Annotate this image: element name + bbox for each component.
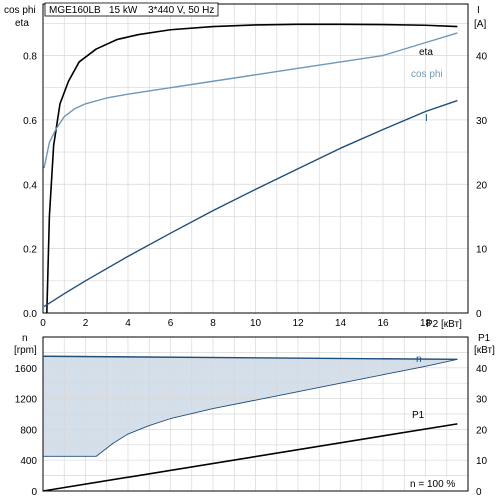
top-right-tick-label: 30 bbox=[476, 116, 488, 127]
top-right-tick-label: 20 bbox=[476, 180, 488, 191]
top-right-tick-label: 10 bbox=[476, 245, 488, 256]
top-tick-labels: 0.0 0.2 0.4 0.6 0.8 0 10 20 30 40 0 2 4 6 8 10 12 14 16 18 bbox=[23, 52, 487, 330]
top-right-axis-label-i: I bbox=[477, 5, 480, 16]
bottom-left-tick-label: 0 bbox=[31, 487, 37, 498]
bottom-plot-frame bbox=[42, 336, 469, 492]
top-right-axis-label-unit: [A] bbox=[474, 19, 486, 30]
top-right-tick-label: 40 bbox=[476, 52, 488, 63]
top-x-tick-label: 10 bbox=[250, 318, 262, 329]
bottom-gridlines bbox=[43, 337, 468, 491]
series-label-i: I bbox=[425, 113, 428, 124]
bottom-right-tick-label: 20 bbox=[476, 425, 488, 436]
bottom-tick-labels: 0 400 800 1200 1600 0 10 20 30 40 bbox=[15, 364, 488, 498]
bottom-left-axis-label-unit: [rpm] bbox=[14, 345, 37, 356]
series-label-n: n bbox=[416, 354, 422, 365]
series-label-eta: eta bbox=[419, 47, 433, 58]
bottom-right-axis-label-unit: [кВт] bbox=[474, 345, 495, 356]
bottom-right-tick-label: 10 bbox=[476, 456, 488, 467]
top-x-tick-label: 12 bbox=[292, 318, 304, 329]
footer-note: n = 100 % bbox=[410, 479, 455, 490]
bottom-left-axis-label-n: n bbox=[22, 333, 28, 344]
bottom-series-line-min-speed bbox=[43, 358, 458, 457]
bottom-left-tick-label: 1600 bbox=[15, 364, 38, 375]
bottom-series-line-p1 bbox=[42, 423, 458, 492]
top-x-tick-label: 16 bbox=[377, 318, 389, 329]
bottom-left-tick-label: 1200 bbox=[15, 395, 38, 406]
top-x-tick-label: 8 bbox=[210, 318, 216, 329]
top-x-tick-label: 14 bbox=[335, 318, 347, 329]
bottom-fill-region bbox=[43, 356, 458, 457]
top-left-tick-label: 0.6 bbox=[23, 116, 37, 127]
top-left-tick-label: 0.2 bbox=[23, 245, 37, 256]
top-right-tick-label: 0 bbox=[476, 309, 482, 320]
top-x-tick-label: 18 bbox=[420, 318, 432, 329]
top-gridlines bbox=[43, 4, 468, 313]
bottom-series-line-n bbox=[42, 355, 458, 361]
footer-note-box bbox=[405, 477, 467, 490]
header-box bbox=[44, 2, 219, 17]
top-left-axis-label-eta: eta bbox=[15, 18, 29, 29]
top-left-axis-label-cosphi: cos phi bbox=[4, 5, 36, 16]
top-x-tick-label: 0 bbox=[40, 318, 46, 329]
speed-range-fill bbox=[43, 356, 458, 457]
top-series-line-eta bbox=[46, 23, 458, 314]
top-left-tick-label: 0.0 bbox=[23, 309, 37, 320]
bottom-left-tick-label: 400 bbox=[20, 456, 37, 467]
bottom-right-tick-label: 40 bbox=[476, 364, 488, 375]
top-plot-frame bbox=[42, 3, 469, 314]
top-x-tick-label: 4 bbox=[125, 318, 131, 329]
header-voltage: 3*440 V, 50 Hz bbox=[148, 5, 214, 16]
x-axis-label: P2 [кВт] bbox=[426, 319, 462, 330]
bottom-right-axis-label-p1: P1 bbox=[478, 333, 491, 344]
bottom-left-tick-label: 800 bbox=[20, 425, 37, 436]
bottom-series-lines bbox=[42, 355, 458, 492]
bottom-right-tick-label: 30 bbox=[476, 395, 488, 406]
series-label-p1: P1 bbox=[412, 410, 425, 421]
top-series-line-cos-phi bbox=[43, 32, 458, 169]
series-label-cosphi: cos phi bbox=[411, 69, 443, 80]
header-power: 15 kW bbox=[109, 5, 138, 16]
top-left-tick-label: 0.8 bbox=[23, 52, 37, 63]
top-x-tick-label: 6 bbox=[168, 318, 174, 329]
top-left-tick-label: 0.4 bbox=[23, 180, 37, 191]
header-model: MGE160LB bbox=[49, 5, 101, 16]
top-series-line-i bbox=[43, 99, 458, 308]
top-x-tick-label: 2 bbox=[83, 318, 89, 329]
top-series-lines bbox=[43, 23, 458, 314]
bottom-right-tick-label: 0 bbox=[476, 487, 482, 498]
